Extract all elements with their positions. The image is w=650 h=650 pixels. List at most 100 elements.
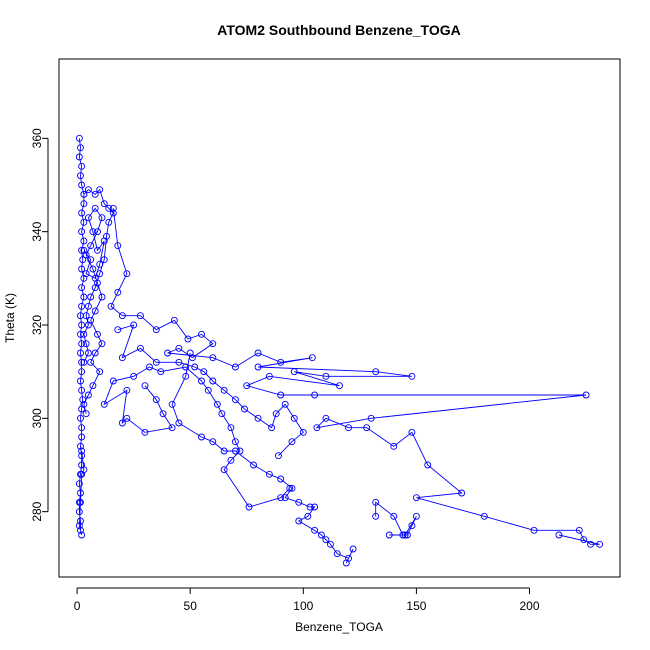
x-tick-label: 200 — [520, 599, 540, 613]
series-line — [103, 366, 291, 508]
y-tick-label: 300 — [30, 408, 44, 428]
data-point — [299, 428, 307, 436]
data-point — [77, 349, 84, 357]
data-point — [274, 452, 282, 460]
data-point — [175, 419, 183, 427]
data-point — [146, 363, 153, 371]
data-point — [596, 540, 604, 548]
data-point — [80, 330, 88, 338]
data-point — [96, 368, 104, 376]
data-point — [241, 405, 248, 413]
data-point — [78, 424, 86, 432]
data-point — [136, 312, 144, 320]
data-point — [290, 414, 298, 422]
data-point — [84, 186, 92, 194]
data-point — [114, 288, 122, 296]
data-point — [349, 545, 357, 553]
data-point — [170, 316, 178, 324]
data-point — [96, 260, 104, 268]
data-point — [277, 391, 285, 399]
data-point — [118, 419, 126, 427]
data-point — [209, 340, 217, 348]
data-point — [304, 512, 312, 520]
data-point — [77, 144, 84, 152]
x-tick-label: 0 — [74, 599, 81, 613]
data-point — [243, 382, 251, 390]
data-point — [91, 190, 99, 198]
data-point — [94, 330, 101, 338]
data-point — [231, 363, 239, 371]
data-point — [78, 228, 86, 236]
series-line — [83, 207, 105, 414]
data-point — [168, 424, 176, 432]
data-point — [555, 531, 563, 539]
data-point — [250, 461, 257, 469]
data-point — [272, 410, 280, 418]
data-point — [306, 503, 314, 511]
data-point — [277, 494, 285, 502]
data-point — [141, 382, 149, 390]
data-point — [87, 256, 95, 264]
data-point — [580, 536, 588, 544]
data-point — [87, 242, 95, 250]
data-point — [231, 438, 239, 446]
data-point — [94, 246, 101, 254]
data-point — [75, 134, 83, 142]
data-point — [78, 531, 86, 539]
data-point — [227, 456, 235, 464]
data-point — [231, 447, 239, 455]
data-point — [75, 508, 83, 516]
data-point — [77, 517, 84, 525]
data-point — [109, 377, 117, 385]
data-point — [281, 400, 289, 408]
data-point — [372, 512, 380, 520]
data-point — [98, 214, 106, 222]
data-point — [80, 237, 88, 245]
data-point — [575, 526, 583, 534]
data-point — [130, 321, 138, 329]
data-point — [175, 344, 183, 352]
data-point — [424, 461, 432, 469]
data-point — [198, 330, 205, 338]
data-point — [458, 489, 466, 497]
data-point — [290, 368, 298, 376]
data-point — [227, 424, 235, 432]
data-point — [136, 344, 144, 352]
data-point — [94, 228, 101, 236]
data-point — [78, 181, 86, 189]
data-point — [184, 335, 192, 343]
data-point — [182, 372, 190, 380]
data-point — [236, 447, 244, 455]
data-point — [254, 349, 262, 357]
data-point — [89, 228, 97, 236]
data-point — [191, 363, 199, 371]
data-point — [159, 410, 167, 418]
data-point — [82, 410, 90, 418]
data-point — [327, 540, 334, 548]
data-point — [130, 372, 138, 380]
data-point — [87, 293, 95, 301]
data-point — [372, 498, 380, 506]
data-point — [408, 372, 416, 380]
data-point — [265, 470, 273, 478]
data-point — [311, 526, 319, 534]
data-point — [82, 312, 90, 320]
data-point — [77, 377, 84, 385]
y-axis: 280 300 320 340 360 — [30, 128, 49, 522]
data-point — [313, 424, 321, 432]
data-point — [77, 526, 84, 534]
data-point — [77, 489, 84, 497]
data-point — [77, 498, 84, 506]
data-point — [109, 204, 117, 212]
data-point — [152, 326, 160, 334]
data-point — [80, 200, 88, 208]
data-point — [254, 414, 262, 422]
data-point — [401, 531, 409, 539]
data-point — [118, 312, 126, 320]
data-point — [220, 386, 228, 394]
data-point — [94, 279, 101, 287]
data-point — [123, 270, 131, 278]
data-point — [78, 284, 86, 292]
plot-frame — [58, 58, 621, 578]
